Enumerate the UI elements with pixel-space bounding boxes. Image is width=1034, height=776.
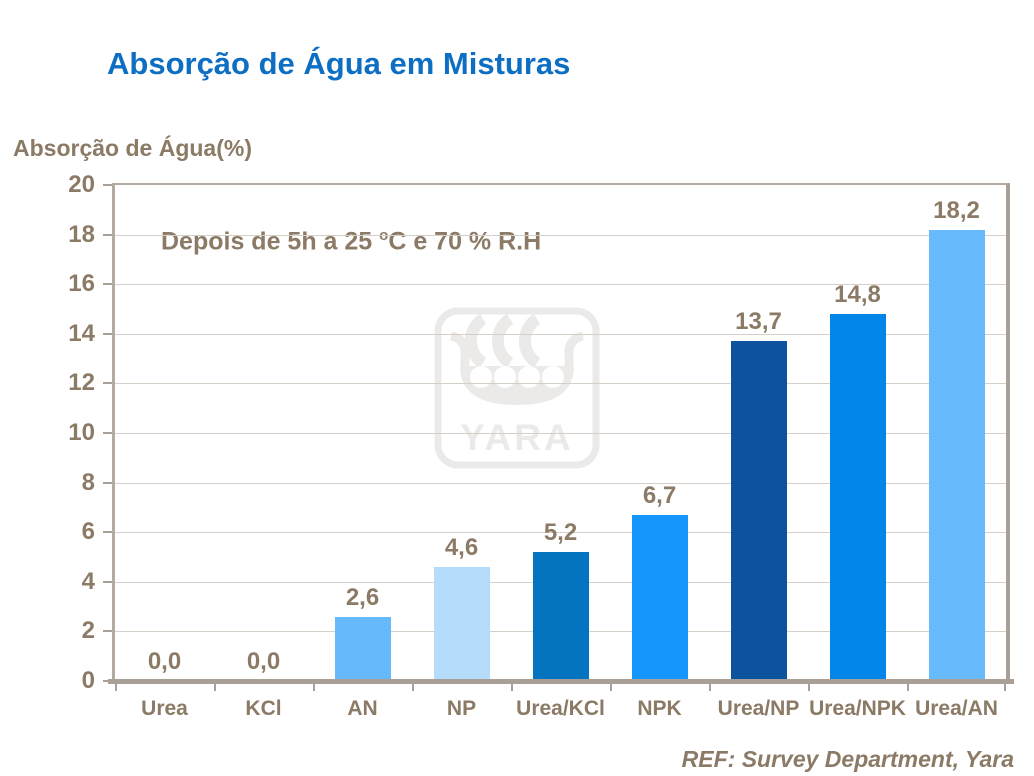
y-axis-tick-label: 20 [68,171,95,198]
x-axis-label-np: NP [446,697,477,720]
sail-icon [491,313,514,369]
gridline [115,234,1006,236]
x-axis-label-urea: Urea [141,697,188,720]
y-axis-tick-mark [103,332,112,335]
x-axis-label-kcl: KCl [245,697,282,720]
plot-area: YARA Depois de 5h a 25 oC e 70 % R.H 0,0… [112,183,1010,681]
bar-value-label: 0,0 [246,648,281,675]
sail-icon [518,313,541,369]
y-axis-tick-mark [103,283,112,286]
y-axis-title: Absorção de Água(%) [13,135,252,161]
x-axis-label-urea-np: Urea/NP [717,697,800,720]
y-axis-tick-label: 8 [81,468,95,496]
y-axis-tick-label: 18 [68,220,95,248]
gridline [115,532,1006,534]
y-axis-tick-mark [103,630,112,633]
y-axis-tick-mark [103,481,112,484]
watermark-text: YARA [460,417,573,458]
y-axis-tick-label: 12 [68,369,95,397]
y-axis-tick-mark [103,580,112,583]
bar-value-label: 0,0 [147,648,182,675]
x-axis-tick-mark [610,684,612,691]
x-axis-label-an: AN [347,697,378,720]
bar-value-label: 4,6 [444,533,479,561]
shield-icon [542,366,564,388]
x-axis-tick-mark [115,684,117,691]
shield-icon [470,366,492,388]
ship-prow-icon [450,331,470,368]
bar-an [334,616,391,681]
y-axis-tick-label: 2 [81,617,95,645]
x-axis-tick-mark [709,684,711,691]
y-axis-tick-label: 10 [68,419,95,446]
bar-urea-np [730,341,787,681]
gridline [115,284,1006,286]
sail-icon [464,313,487,369]
x-axis-tick-mark [412,684,414,691]
x-axis-label-urea-an: Urea/AN [915,697,998,720]
bar-value-label: 6,7 [642,481,677,509]
x-axis-label-urea-kcl: Urea/KCl [516,697,605,720]
conditions-annotation: Depois de 5h a 25 oC e 70 % R.H [161,227,541,256]
y-axis-tick-label: 16 [68,270,95,298]
bar-value-label: 2,6 [345,583,380,611]
x-axis-tick-mark [907,684,909,691]
y-axis-tick-mark [103,184,112,186]
x-axis-line [108,679,1014,684]
y-axis-tick-mark [103,432,112,434]
bar-np [433,566,490,681]
gridline [115,482,1006,484]
bar-value-label: 18,2 [933,196,980,224]
x-axis-tick-mark [313,684,315,691]
gridline [115,433,1006,434]
y-axis-tick-label: 0 [81,667,95,694]
y-axis-tick-label: 4 [81,567,95,595]
y-axis-tick-mark [103,680,112,682]
bar-value-label: 14,8 [834,280,881,308]
annotation-pre: Depois de 5h a 25 [161,227,380,256]
x-axis-tick-mark [511,684,513,691]
bar-urea-npk [829,313,886,681]
x-axis-label-npk: NPK [637,697,682,720]
annotation-post: C e 70 % R.H [388,227,542,256]
ship-stern-icon [564,331,584,368]
chart-title: Absorção de Água em Misturas [107,46,571,81]
x-axis-tick-mark [808,684,810,691]
bar-npk [631,514,688,681]
bar-urea-an [928,229,985,681]
shield-icon [518,366,540,388]
x-axis-label-urea-npk: Urea/NPK [809,697,906,720]
x-axis-tick-mark [1004,684,1006,691]
y-axis-tick-label: 14 [68,319,95,347]
bar-value-label: 13,7 [735,308,782,336]
shield-icon [494,366,516,388]
y-axis-tick-mark [103,233,112,236]
y-axis-tick-label: 6 [81,518,95,546]
y-axis-tick-mark [103,531,112,534]
gridline [115,333,1006,335]
yara-logo-watermark: YARA [434,307,600,469]
y-axis-tick-mark [103,382,112,385]
bar-value-label: 5,2 [543,519,578,547]
x-axis-tick-mark [214,684,216,691]
gridline [115,383,1006,385]
watermark-frame [434,307,600,469]
source-reference: REF: Survey Department, Yara [681,746,1014,772]
bar-urea-kcl [532,552,589,681]
